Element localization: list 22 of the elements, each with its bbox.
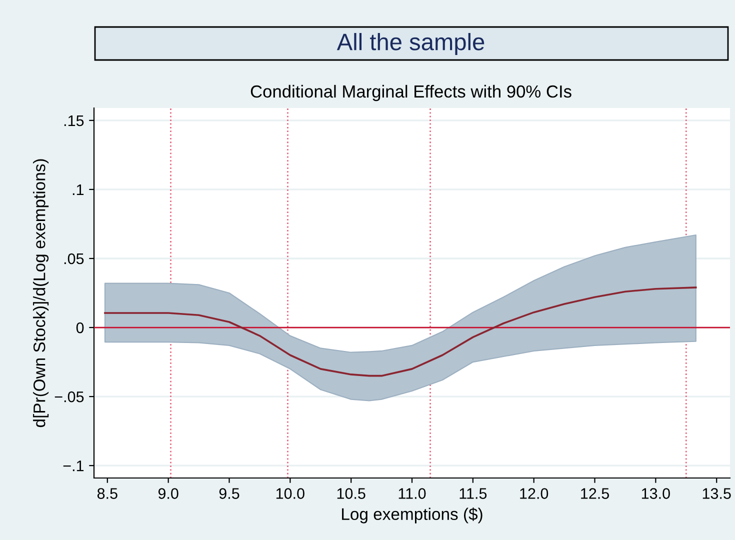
x-tick-label: 9.0 <box>158 488 178 499</box>
x-tick-label: 13.5 <box>702 488 731 499</box>
x-tick-label: 13.0 <box>642 488 670 499</box>
x-axis-title: Log exemptions ($) <box>342 508 482 524</box>
chart-subtitle: Conditional Marginal Effects with 90% CIs <box>250 84 572 102</box>
x-tick-label: 11.5 <box>460 488 487 499</box>
chart-title: All the sample <box>336 32 484 56</box>
line-series <box>104 286 697 377</box>
y-tick-label: −.05 <box>54 391 84 402</box>
y-tick-label: .05 <box>64 253 84 264</box>
y-tick-label: .1 <box>72 184 84 195</box>
x-tick-label: 10.0 <box>276 488 304 499</box>
x-tick-label: 12.5 <box>581 488 609 499</box>
y-axis-title: d[Pr(Own Stock)]/d(Log exemptions) <box>33 159 49 428</box>
y-tick-label: −.1 <box>63 460 84 472</box>
x-tick-label: 10.5 <box>337 488 366 499</box>
y-tick-label: 0 <box>76 322 84 334</box>
x-tick-label: 8.5 <box>97 488 118 499</box>
x-tick-label: 11.0 <box>398 488 426 499</box>
y-tick-label: .15 <box>64 115 84 126</box>
x-tick-label: 9.5 <box>219 488 240 499</box>
x-tick-label: 12.0 <box>520 488 548 499</box>
